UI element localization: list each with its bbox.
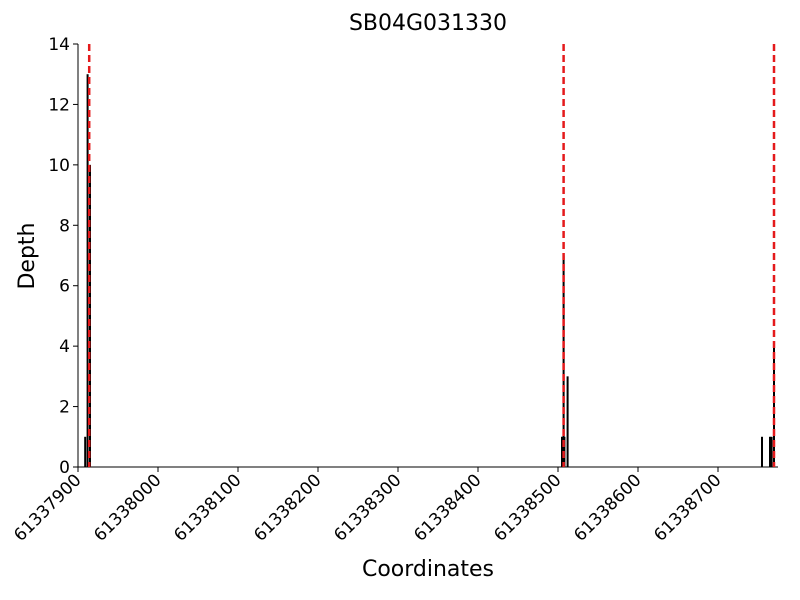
bar [84,436,87,467]
x-tick-label: 61338700 [650,470,725,545]
x-tick-label: 61338000 [90,470,165,545]
x-tick-label: 61338300 [330,470,405,545]
y-tick-label: 0 [59,458,70,478]
bar [86,74,89,467]
bar [761,436,763,467]
x-tick-label: 61338200 [250,470,325,545]
x-tick-label: 61338600 [570,470,645,545]
x-tick-label: 61338500 [490,470,565,545]
bar [566,376,569,467]
chart-title: SB04G031330 [349,11,507,36]
x-tick-label: 61338400 [410,470,485,545]
bar [769,436,771,467]
y-tick-label: 4 [59,337,70,357]
y-tick-label: 6 [59,277,70,297]
bar [89,164,91,467]
y-tick-label: 10 [48,156,70,176]
bar [770,436,773,467]
y-tick-label: 14 [48,35,70,55]
bar [562,255,565,467]
y-tick-label: 2 [59,398,70,418]
x-tick-label: 61337900 [10,470,85,545]
y-axis-label: Depth [15,222,40,289]
y-tick-label: 8 [59,216,70,236]
bar [773,346,775,467]
x-axis-label: Coordinates [362,557,494,582]
x-tick-label: 61338100 [170,470,245,545]
y-tick-label: 12 [48,95,70,115]
